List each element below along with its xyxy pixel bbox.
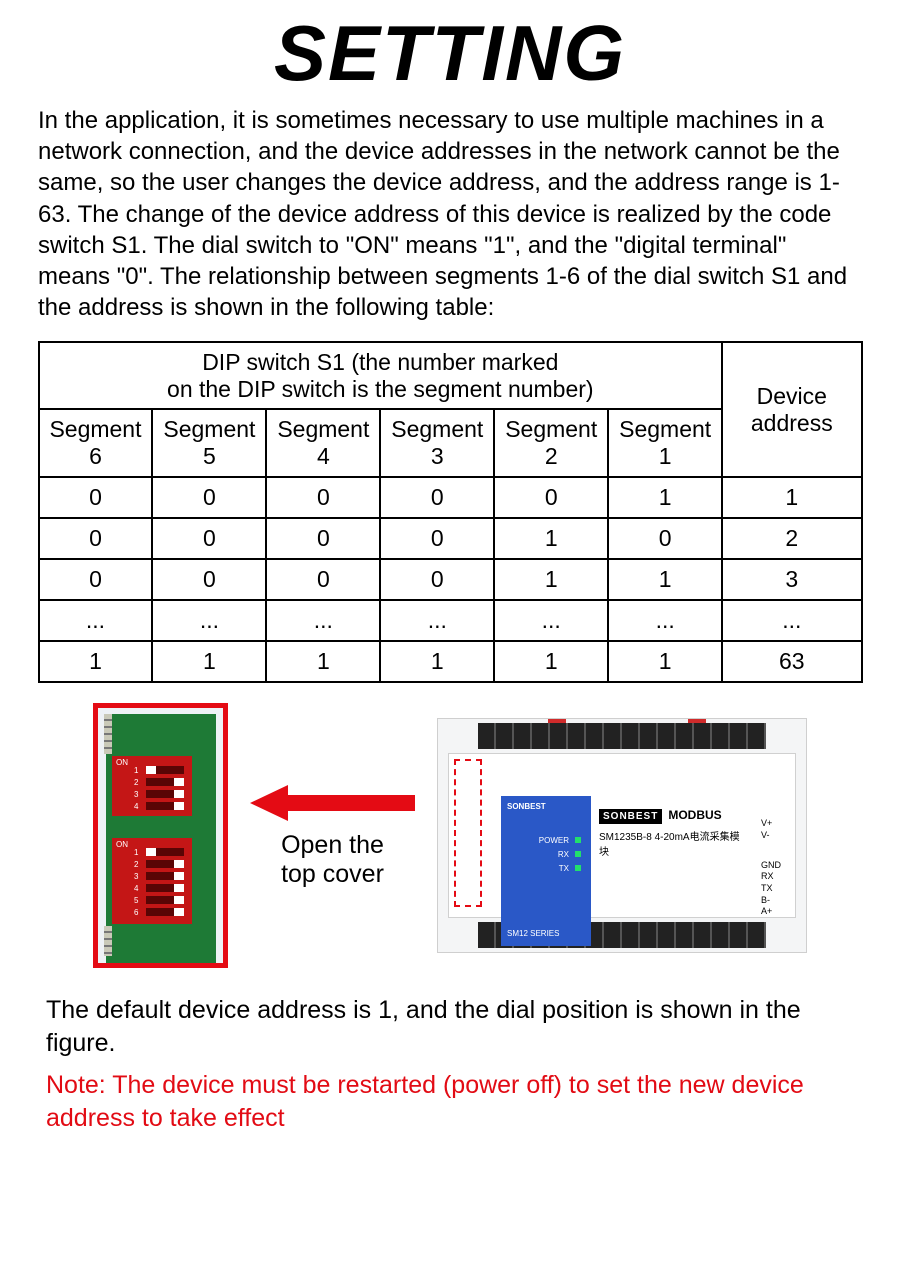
intro-paragraph: In the application, it is sometimes nece… <box>38 105 862 323</box>
table-header-left: DIP switch S1 (the number marked on the … <box>39 342 723 409</box>
open-cover-label: Open the top cover <box>281 831 384 889</box>
dip-address-table: DIP switch S1 (the number marked on the … <box>38 341 863 683</box>
footer-paragraph: The default device address is 1, and the… <box>46 994 854 1059</box>
table-row: 0 0 0 0 1 1 3 <box>39 559 862 600</box>
dip-switch-photo: ON 1 2 3 4 ON 1 2 3 4 5 6 <box>93 703 228 968</box>
dashed-highlight-box <box>454 759 482 907</box>
figures-row: ON 1 2 3 4 ON 1 2 3 4 5 6 Open the top c… <box>30 703 870 968</box>
note-paragraph: Note: The device must be restarted (powe… <box>46 1069 854 1134</box>
device-info-panel: SONBESTMODBUS SM1235B-8 4-20mA电流采集模块 <box>599 806 749 926</box>
seg6-head: Segment 6 <box>39 409 153 477</box>
device-blue-panel: SONBEST POWER RX TX SM12 SERIES <box>501 796 591 946</box>
seg3-head: Segment 3 <box>380 409 494 477</box>
table-row: 1 1 1 1 1 1 63 <box>39 641 862 682</box>
table-row: 0 0 0 0 1 0 2 <box>39 518 862 559</box>
device-side-labels: V+ V- GND RX TX B- A+ <box>761 818 781 918</box>
table-row: ... ... ... ... ... ... ... <box>39 600 862 641</box>
seg1-head: Segment 1 <box>608 409 722 477</box>
arrow-caption: Open the top cover <box>250 783 415 889</box>
table-row: 0 0 0 0 0 1 1 <box>39 477 862 518</box>
seg4-head: Segment 4 <box>266 409 380 477</box>
left-arrow-icon <box>250 783 415 823</box>
table-header-right: Device address <box>722 342 861 477</box>
device-module-photo: SONBEST POWER RX TX SM12 SERIES SONBESTM… <box>437 718 807 953</box>
seg2-head: Segment 2 <box>494 409 608 477</box>
seg5-head: Segment 5 <box>152 409 266 477</box>
page-title: SETTING <box>30 8 870 99</box>
